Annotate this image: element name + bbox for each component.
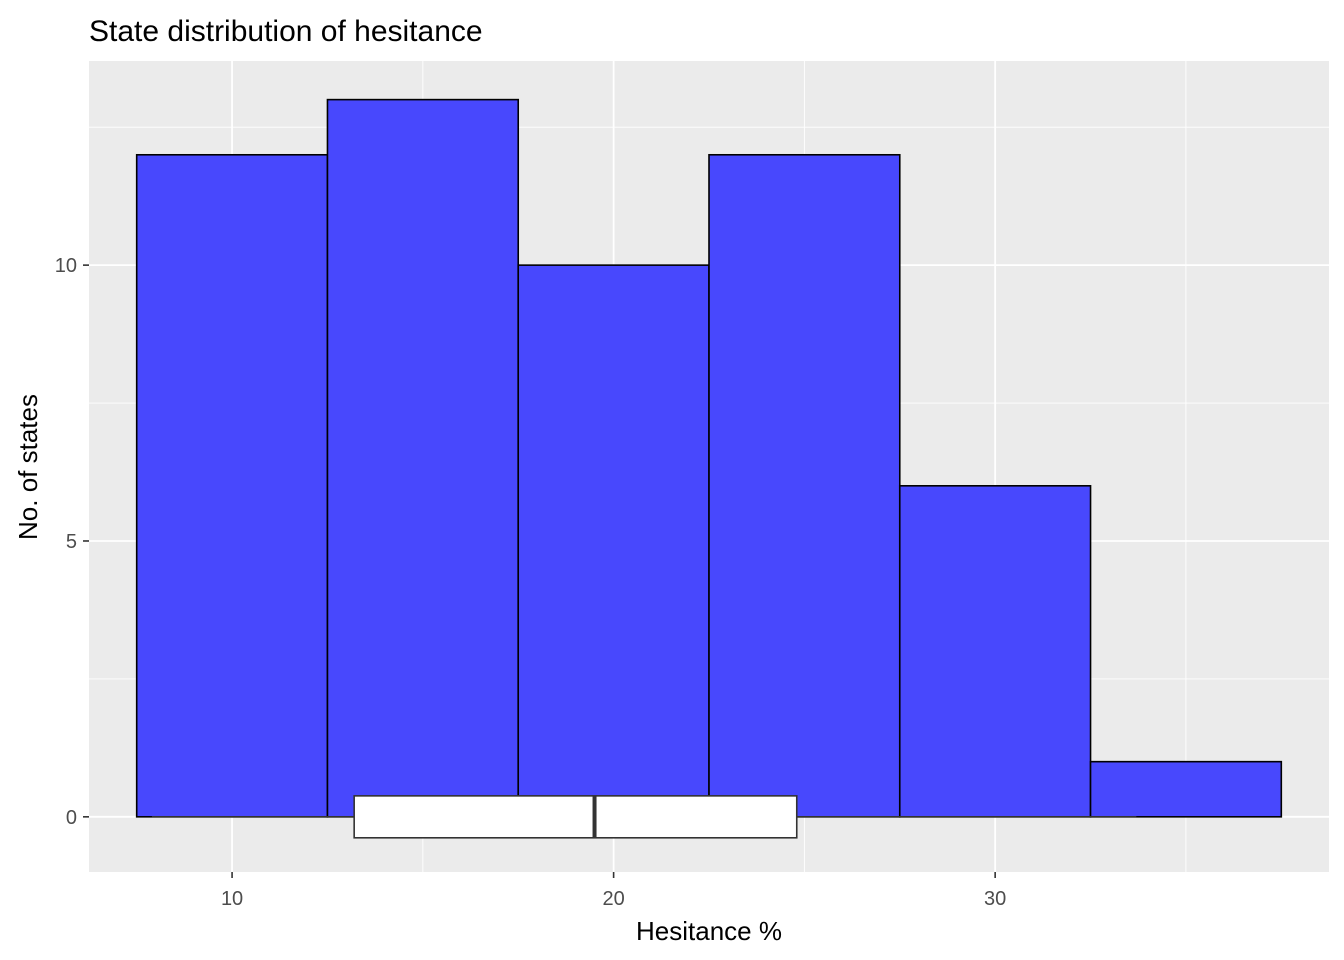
histogram-bar	[326, 98, 520, 818]
y-tick-label: 5	[66, 531, 77, 553]
chart-title: State distribution of hesitance	[89, 15, 483, 48]
x-tick-label: 10	[221, 888, 243, 910]
x-axis-title: Hesitance %	[636, 916, 782, 946]
histogram-bar	[517, 264, 710, 818]
boxplot-box	[353, 795, 798, 839]
y-tick-label: 0	[66, 807, 77, 829]
boxplot	[151, 795, 1137, 839]
y-tick-label: 10	[55, 255, 77, 277]
x-tick-label: 20	[602, 888, 624, 910]
histogram-bars	[135, 98, 1283, 818]
histogram-bar	[898, 485, 1092, 818]
histogram-bar	[708, 153, 901, 818]
histogram-bar	[135, 153, 329, 818]
y-axis: 0 5 10	[55, 255, 89, 829]
x-tick-label: 30	[984, 888, 1006, 910]
histogram-bar	[1089, 760, 1283, 818]
y-axis-title: No. of states	[13, 394, 43, 540]
x-axis: 10 20 30	[221, 872, 1006, 910]
